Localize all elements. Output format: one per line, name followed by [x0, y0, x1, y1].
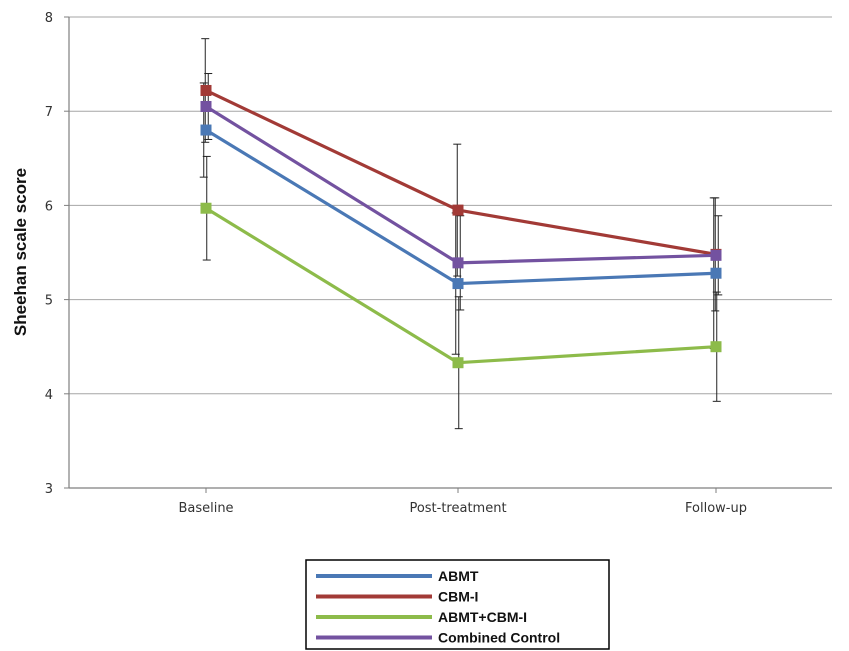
data-point-marker	[710, 249, 722, 261]
axes	[68, 17, 832, 489]
series-lines	[200, 84, 722, 369]
data-point-marker	[200, 100, 212, 112]
x-tick-label: Follow-up	[685, 501, 747, 516]
y-tick-label: 7	[45, 105, 53, 120]
data-point-marker	[452, 204, 464, 216]
y-axis-ticks: 3 4 5 6 7 8	[45, 11, 69, 497]
x-axis-ticks: Baseline Post-treatment Follow-up	[178, 488, 747, 516]
x-tick-label: Baseline	[178, 501, 233, 516]
legend: ABMT CBM-I ABMT+CBM-I Combined Control	[305, 559, 610, 650]
data-point-marker	[200, 124, 212, 136]
legend-label: ABMT+CBM-I	[438, 609, 527, 625]
y-axis-title: Sheehan scale score	[11, 168, 30, 336]
legend-label: CBM-I	[438, 589, 478, 605]
y-tick-label: 6	[45, 199, 53, 214]
legend-label: ABMT	[438, 568, 479, 584]
data-point-marker	[200, 202, 212, 214]
legend-label: Combined Control	[438, 630, 560, 646]
series-line	[205, 105, 717, 265]
x-tick-label: Post-treatment	[409, 501, 506, 516]
data-point-marker	[710, 267, 722, 279]
series-line	[205, 89, 717, 256]
y-tick-label: 5	[45, 294, 53, 309]
data-point-marker	[452, 278, 464, 290]
y-tick-label: 3	[45, 482, 53, 497]
y-tick-label: 8	[45, 11, 53, 26]
data-point-marker	[200, 84, 212, 96]
data-point-marker	[452, 357, 464, 369]
data-point-marker	[710, 341, 722, 353]
y-tick-label: 4	[45, 388, 53, 403]
error-bars	[199, 38, 723, 430]
data-point-marker	[452, 257, 464, 269]
